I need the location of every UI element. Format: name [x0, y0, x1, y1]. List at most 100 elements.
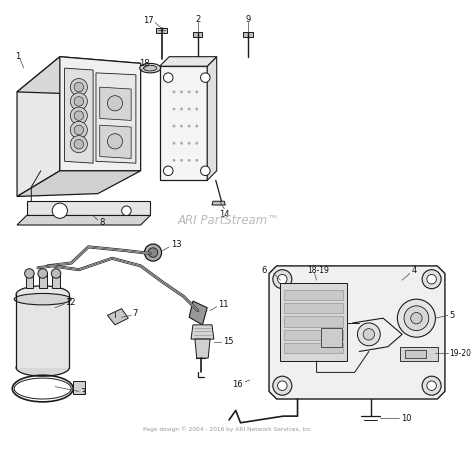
Circle shape [74, 111, 83, 121]
Ellipse shape [144, 65, 157, 71]
Polygon shape [16, 294, 69, 368]
Text: Page design © 2004 - 2016 by ARI Network Services, Inc.: Page design © 2004 - 2016 by ARI Network… [143, 427, 313, 432]
Polygon shape [27, 201, 150, 216]
Circle shape [180, 159, 183, 162]
Polygon shape [17, 171, 141, 197]
Circle shape [201, 73, 210, 82]
Circle shape [273, 270, 292, 289]
Ellipse shape [16, 359, 69, 376]
Text: 3: 3 [81, 388, 86, 397]
Circle shape [173, 142, 175, 144]
Text: 6: 6 [262, 266, 267, 275]
Text: 1: 1 [15, 52, 20, 61]
Circle shape [273, 376, 292, 395]
Circle shape [180, 90, 183, 93]
Circle shape [180, 125, 183, 127]
Circle shape [195, 108, 198, 110]
Polygon shape [17, 216, 150, 225]
Text: 10: 10 [401, 414, 412, 423]
Circle shape [70, 79, 87, 96]
Circle shape [25, 269, 34, 278]
Circle shape [357, 323, 380, 346]
Polygon shape [281, 283, 347, 361]
Polygon shape [100, 87, 131, 121]
Polygon shape [269, 266, 445, 399]
Circle shape [51, 269, 61, 278]
Polygon shape [243, 32, 253, 37]
Circle shape [164, 73, 173, 82]
Text: 2: 2 [196, 15, 201, 24]
Circle shape [173, 90, 175, 93]
Circle shape [74, 97, 83, 106]
Circle shape [52, 203, 67, 218]
Text: 11: 11 [218, 300, 228, 309]
Circle shape [404, 306, 429, 331]
Bar [52, 274, 60, 288]
Ellipse shape [140, 63, 161, 73]
Circle shape [70, 122, 87, 139]
Circle shape [74, 125, 83, 135]
Bar [26, 274, 33, 288]
Circle shape [188, 125, 191, 127]
Text: 4: 4 [411, 266, 417, 275]
Polygon shape [160, 66, 207, 180]
Circle shape [108, 134, 123, 149]
Circle shape [173, 159, 175, 162]
Ellipse shape [16, 286, 69, 303]
Circle shape [422, 270, 441, 289]
Circle shape [70, 135, 87, 153]
Circle shape [195, 159, 198, 162]
Bar [284, 329, 343, 340]
Circle shape [427, 381, 437, 391]
Polygon shape [160, 57, 217, 66]
Circle shape [422, 376, 441, 395]
Text: 13: 13 [171, 240, 182, 249]
Circle shape [148, 248, 158, 257]
Circle shape [70, 107, 87, 124]
Polygon shape [60, 57, 141, 171]
Text: ARI PartStream™: ARI PartStream™ [177, 214, 279, 227]
Text: 9: 9 [245, 15, 250, 24]
Circle shape [363, 328, 374, 340]
Text: 14: 14 [219, 210, 230, 219]
Circle shape [173, 125, 175, 127]
Circle shape [195, 90, 198, 93]
Polygon shape [207, 57, 217, 180]
Circle shape [427, 274, 437, 284]
Bar [39, 274, 46, 288]
Circle shape [122, 206, 131, 216]
Bar [284, 290, 343, 300]
Circle shape [278, 381, 287, 391]
Text: 19-20: 19-20 [450, 349, 472, 358]
Circle shape [397, 299, 436, 337]
Bar [73, 381, 84, 394]
Polygon shape [193, 32, 202, 37]
Polygon shape [100, 125, 131, 158]
Bar [284, 343, 343, 353]
Circle shape [188, 142, 191, 144]
Text: 18: 18 [139, 59, 149, 68]
Circle shape [410, 312, 422, 324]
Circle shape [108, 96, 123, 111]
Circle shape [188, 90, 191, 93]
Polygon shape [400, 346, 438, 361]
Text: 12: 12 [65, 297, 76, 306]
Polygon shape [405, 350, 426, 358]
Circle shape [173, 108, 175, 110]
Text: 17: 17 [144, 16, 154, 25]
Circle shape [278, 274, 287, 284]
Circle shape [195, 142, 198, 144]
Text: 5: 5 [450, 311, 455, 320]
Polygon shape [96, 73, 136, 163]
Bar [284, 303, 343, 314]
Circle shape [145, 244, 162, 261]
Polygon shape [195, 339, 210, 358]
Circle shape [38, 269, 47, 278]
Circle shape [74, 140, 83, 149]
Polygon shape [189, 301, 207, 325]
Circle shape [164, 166, 173, 176]
Polygon shape [108, 309, 128, 325]
Bar [321, 328, 342, 346]
Bar [284, 316, 343, 327]
Circle shape [188, 108, 191, 110]
